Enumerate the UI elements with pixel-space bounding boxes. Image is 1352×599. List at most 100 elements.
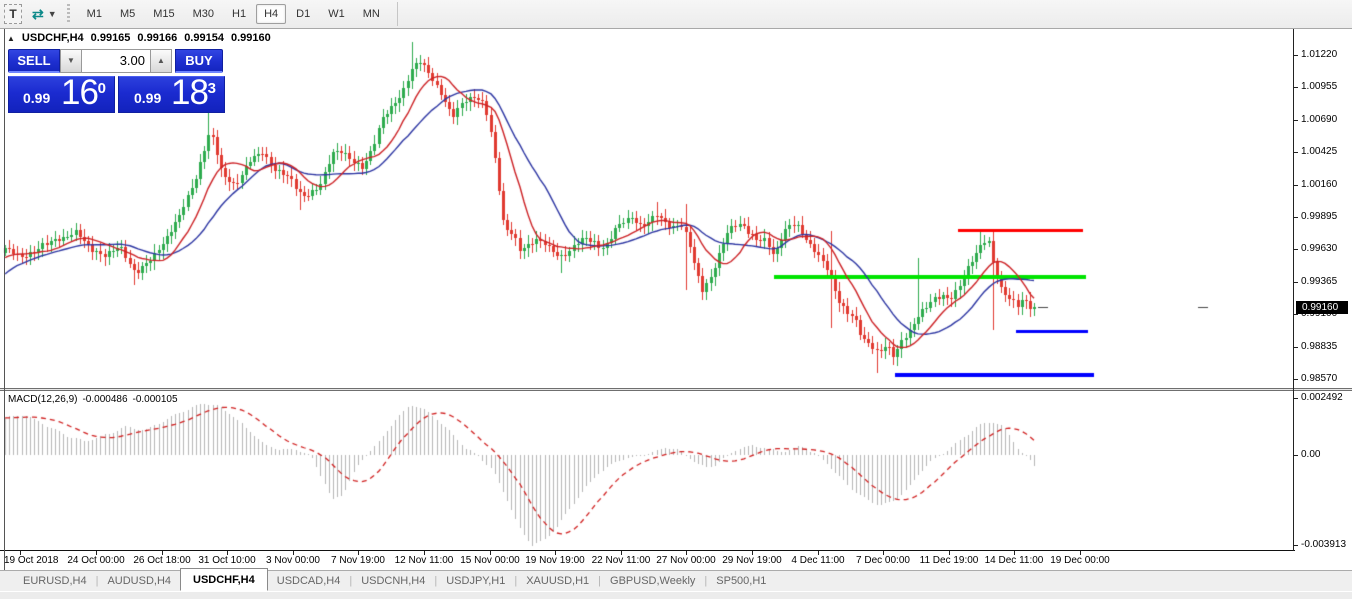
- chart-left-border: [4, 29, 5, 570]
- chart-tab-USDCHF-H4[interactable]: USDCHF,H4: [180, 568, 268, 591]
- date-axis-tick: [818, 551, 819, 555]
- date-axis-tick: [358, 551, 359, 555]
- volume-increase-button[interactable]: ▲: [150, 49, 172, 73]
- chart-header: ▲ USDCHF,H4 0.99165 0.99166 0.99154 0.99…: [7, 32, 271, 44]
- toolbar-separator: [396, 2, 398, 26]
- tab-separator: |: [95, 575, 99, 587]
- price-axis-tick: [1293, 55, 1298, 56]
- date-axis-tick: [162, 551, 163, 555]
- price-axis-label: 0.98570: [1301, 373, 1338, 384]
- one-click-trading-panel: SELL ▼ 3.00 ▲ BUY 0.99 16 0 0.99 18 3: [8, 49, 225, 113]
- price-axis-tick: [1293, 282, 1298, 283]
- date-axis-label: 7 Nov 19:00: [331, 555, 385, 566]
- ohlc-low: 0.99154: [184, 32, 224, 44]
- timeframe-button-M15[interactable]: M15: [153, 8, 175, 20]
- timeframe-button-MN[interactable]: MN: [362, 8, 380, 20]
- macd-indicator-canvas[interactable]: [0, 391, 1352, 550]
- volume-input[interactable]: 3.00: [82, 49, 150, 73]
- date-axis-label: 22 Nov 11:00: [591, 555, 651, 566]
- symbol-title: USDCHF,H4: [21, 32, 84, 44]
- toolbar-grip[interactable]: [66, 4, 70, 24]
- timeframe-button-D1[interactable]: D1: [296, 8, 311, 20]
- date-axis-label: 14 Dec 11:00: [984, 555, 1044, 566]
- date-axis-label: 29 Nov 19:00: [722, 555, 782, 566]
- toolbar: T ⇄ ▼ M1 M5 M15 M30 H1 H4 D1 W1 MN: [0, 0, 1352, 29]
- timeframe-button-W1[interactable]: W1: [328, 8, 345, 20]
- chevron-down-icon[interactable]: ▼: [47, 9, 57, 19]
- chart-tab-XAUUSD-H1[interactable]: XAUUSD,H1: [526, 574, 590, 587]
- pane-divider[interactable]: [0, 388, 1352, 391]
- date-axis-tick: [424, 551, 425, 555]
- date-axis-tick: [883, 551, 884, 555]
- timeframe-button-H4[interactable]: H4: [256, 4, 287, 24]
- buy-button[interactable]: BUY: [175, 49, 223, 73]
- sell-button[interactable]: SELL: [8, 49, 60, 73]
- date-axis-tick: [227, 551, 228, 555]
- buy-price-main: 18: [171, 73, 209, 112]
- main-chart-canvas[interactable]: [0, 29, 1352, 388]
- date-axis-tick: [949, 551, 950, 555]
- date-axis-label: 4 Dec 11:00: [791, 555, 845, 566]
- price-axis-label: 1.00955: [1301, 81, 1338, 92]
- chart-tab-USDCAD-H4[interactable]: USDCAD,H4: [276, 574, 341, 587]
- sell-price-box[interactable]: 0.99 16 0: [8, 73, 115, 113]
- date-axis-label: 19 Nov 19:00: [525, 555, 585, 566]
- tab-separator: |: [434, 575, 438, 587]
- price-axis-label: 1.01220: [1301, 49, 1338, 60]
- price-axis-tick: [1293, 379, 1298, 380]
- volume-decrease-button[interactable]: ▼: [60, 49, 82, 73]
- price-axis-label: 0.98835: [1301, 341, 1338, 352]
- price-axis-label: 1.00160: [1301, 179, 1338, 190]
- macd-signal-value: -0.000105: [132, 394, 178, 405]
- collapse-panel-icon[interactable]: ▲: [7, 33, 15, 43]
- status-bar: [0, 591, 1352, 599]
- date-axis-tick: [1014, 551, 1015, 555]
- date-axis-tick: [686, 551, 687, 555]
- date-axis-tick: [555, 551, 556, 555]
- price-axis-tick: [1293, 217, 1298, 218]
- date-axis-tick: [621, 551, 622, 555]
- chart-tab-GBPUSD-Weekly[interactable]: GBPUSD,Weekly: [610, 574, 696, 587]
- macd-header: MACD(12,26,9) -0.000486 -0.000105: [8, 394, 178, 405]
- date-axis-tick: [293, 551, 294, 555]
- macd-label: MACD(12,26,9): [8, 394, 78, 405]
- text-label-tool-icon[interactable]: T: [4, 4, 22, 24]
- tab-separator: |: [514, 575, 518, 587]
- buy-price-box[interactable]: 0.99 18 3: [118, 73, 225, 113]
- price-axis-tick: [1293, 249, 1298, 250]
- chart-tab-AUDUSD-H4[interactable]: AUDUSD,H4: [107, 574, 172, 587]
- timeframe-button-M5[interactable]: M5: [119, 8, 136, 20]
- arrows-icon: ⇄: [32, 5, 44, 22]
- macd-axis-tick: [1293, 545, 1298, 546]
- macd-bottom-border: [0, 550, 1295, 551]
- date-axis-tick: [20, 551, 21, 555]
- tile-windows-icon[interactable]: ⇄ ▼: [32, 6, 57, 23]
- price-axis-label: 1.00425: [1301, 146, 1338, 157]
- date-axis-label: 27 Nov 00:00: [656, 555, 716, 566]
- timeframe-button-M1[interactable]: M1: [86, 8, 102, 20]
- price-axis-line: [1293, 29, 1294, 551]
- date-axis-label: 19 Oct 2018: [4, 555, 59, 566]
- price-axis-label: 0.99365: [1301, 276, 1338, 287]
- chart-tab-SP500-H1[interactable]: SP500,H1: [716, 574, 767, 587]
- date-axis-label: 7 Dec 00:00: [856, 555, 910, 566]
- sell-price-main: 16: [61, 73, 99, 112]
- timeframe-button-M30[interactable]: M30: [192, 8, 215, 20]
- ohlc-close: 0.99160: [230, 32, 271, 44]
- date-axis-tick: [752, 551, 753, 555]
- sell-price-pipette: 0: [97, 80, 106, 97]
- chart-tab-USDCNH-H4[interactable]: USDCNH,H4: [361, 574, 426, 587]
- price-axis-tick: [1293, 152, 1298, 153]
- price-axis-tick: [1293, 120, 1298, 121]
- chart-tab-EURUSD-H4[interactable]: EURUSD,H4: [23, 574, 87, 587]
- macd-axis-tick: [1293, 398, 1298, 399]
- date-axis-tick: [96, 551, 97, 555]
- current-price-tag: 0.99160: [1296, 301, 1348, 314]
- timeframe-buttons: M1 M5 M15 M30 H1 H4 D1 W1 MN: [78, 4, 389, 24]
- chart-tab-USDJPY-H1[interactable]: USDJPY,H1: [446, 574, 506, 587]
- macd-axis-label: 0.002492: [1301, 392, 1343, 403]
- price-axis-label: 0.99630: [1301, 243, 1338, 254]
- date-axis-label: 24 Oct 00:00: [67, 555, 125, 566]
- timeframe-button-H1[interactable]: H1: [232, 8, 247, 20]
